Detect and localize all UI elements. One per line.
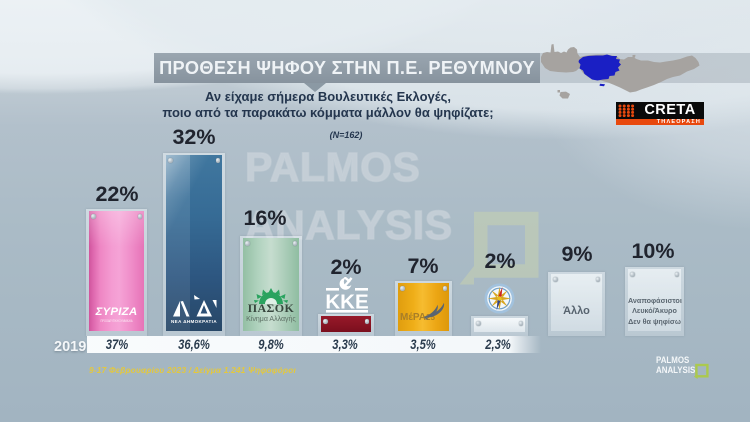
svg-text:KKE: KKE — [326, 291, 368, 314]
